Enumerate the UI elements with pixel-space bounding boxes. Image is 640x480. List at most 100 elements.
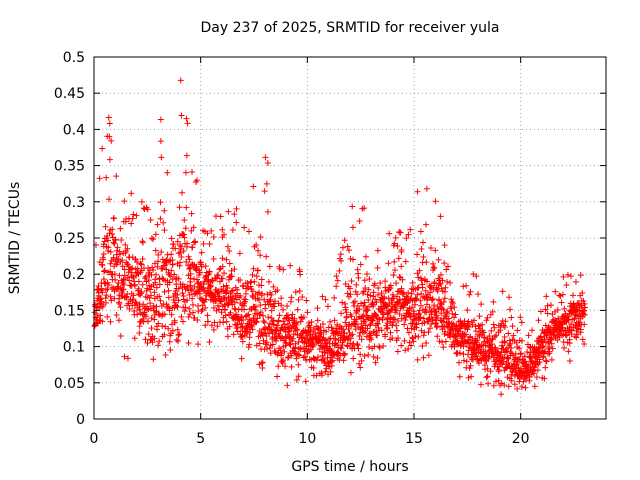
data-point [522, 384, 529, 391]
data-point [238, 333, 245, 340]
data-point [393, 327, 400, 334]
data-point [151, 289, 158, 296]
data-point [385, 310, 392, 317]
data-point [412, 301, 419, 308]
data-point [287, 298, 294, 305]
data-point [524, 348, 531, 355]
data-point [554, 306, 561, 313]
data-point [417, 297, 424, 304]
data-point [202, 304, 209, 311]
data-point [277, 347, 284, 354]
data-point [317, 324, 324, 331]
data-point [138, 198, 145, 205]
data-point [318, 331, 325, 338]
data-point [238, 314, 245, 321]
chart-title: Day 237 of 2025, SRMTID for receiver yul… [200, 20, 499, 36]
data-point [319, 293, 326, 300]
data-point [295, 338, 302, 345]
data-point [130, 211, 137, 218]
data-point [291, 315, 298, 322]
data-point [261, 319, 268, 326]
data-point [327, 346, 334, 353]
data-point [258, 276, 265, 283]
data-point [154, 221, 161, 228]
data-point [545, 339, 552, 346]
data-point [249, 288, 256, 295]
data-point [231, 305, 238, 312]
data-point [234, 290, 241, 297]
data-point [543, 293, 550, 300]
data-point [247, 283, 254, 290]
data-point [138, 290, 145, 297]
data-point [344, 342, 351, 349]
data-point [358, 336, 365, 343]
y-tick-label: 0.45 [54, 86, 85, 102]
data-point [139, 238, 146, 245]
data-point [260, 318, 267, 325]
data-point [278, 302, 285, 309]
data-point [507, 340, 514, 347]
data-point [531, 383, 538, 390]
x-tick-label: 20 [512, 431, 530, 447]
data-point [353, 281, 360, 288]
data-point [106, 230, 113, 237]
data-point [98, 285, 105, 292]
data-point [362, 253, 369, 260]
data-point [528, 371, 535, 378]
data-point [403, 235, 410, 242]
data-point [460, 283, 467, 290]
data-point [152, 231, 159, 238]
data-point [268, 307, 275, 314]
data-point [512, 354, 519, 361]
data-point [185, 253, 192, 260]
data-point [97, 312, 104, 319]
data-point [358, 357, 365, 364]
data-point [409, 335, 416, 342]
data-point [441, 242, 448, 249]
data-point [362, 284, 369, 291]
data-point [179, 318, 186, 325]
data-point [263, 339, 270, 346]
data-point [575, 301, 582, 308]
data-point [184, 240, 191, 247]
data-point [208, 227, 215, 234]
data-point [175, 285, 182, 292]
data-point [331, 317, 338, 324]
data-point [131, 282, 138, 289]
data-point [249, 326, 256, 333]
data-point [359, 325, 366, 332]
data-point [397, 229, 404, 236]
data-point [369, 300, 376, 307]
data-point [577, 272, 584, 279]
data-point [276, 265, 283, 272]
data-point [275, 318, 282, 325]
data-point [568, 327, 575, 334]
data-point [257, 311, 264, 318]
data-point [372, 296, 379, 303]
data-point [245, 321, 252, 328]
data-point [133, 258, 140, 265]
data-point [117, 333, 124, 340]
data-point [438, 285, 445, 292]
data-point [113, 261, 120, 268]
data-point [364, 307, 371, 314]
data-point [350, 355, 357, 362]
data-point [186, 311, 193, 318]
data-point [106, 120, 113, 127]
data-point [449, 298, 456, 305]
data-point [228, 273, 235, 280]
data-point [293, 377, 300, 384]
data-point [434, 323, 441, 330]
data-point [333, 273, 340, 280]
data-point [219, 275, 226, 282]
data-point [421, 319, 428, 326]
data-point [184, 120, 191, 127]
data-point [344, 243, 351, 250]
data-point [178, 254, 185, 261]
data-point [486, 353, 493, 360]
data-point [346, 329, 353, 336]
data-point [138, 261, 145, 268]
data-point [200, 240, 207, 247]
data-point [393, 293, 400, 300]
data-point [258, 290, 265, 297]
